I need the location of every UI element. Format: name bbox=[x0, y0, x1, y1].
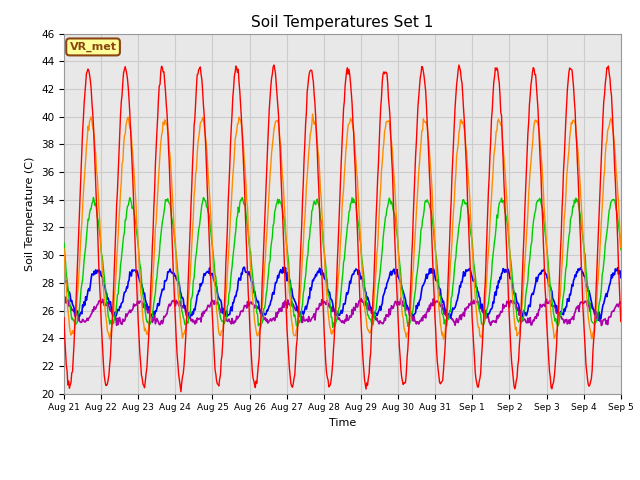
X-axis label: Time: Time bbox=[329, 418, 356, 428]
Y-axis label: Soil Temperature (C): Soil Temperature (C) bbox=[26, 156, 35, 271]
Text: VR_met: VR_met bbox=[70, 42, 116, 52]
Title: Soil Temperatures Set 1: Soil Temperatures Set 1 bbox=[252, 15, 433, 30]
Legend: Tsoil -2cm, Tsoil -4cm, Tsoil -8cm, Tsoil -16cm, Tsoil -32cm: Tsoil -2cm, Tsoil -4cm, Tsoil -8cm, Tsoi… bbox=[113, 478, 572, 480]
